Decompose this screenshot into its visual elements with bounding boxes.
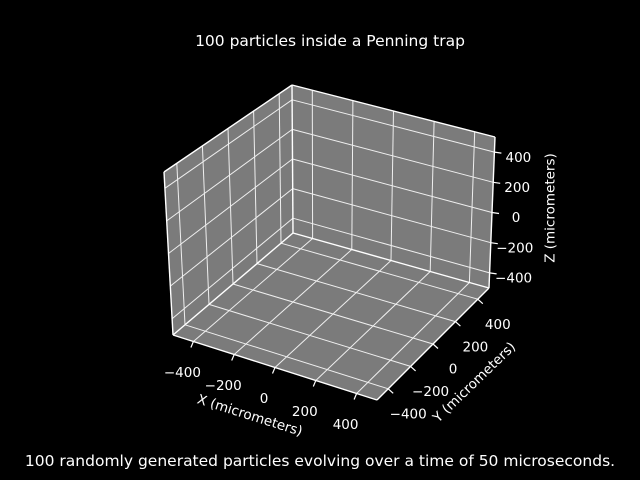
x-tick-mark [353, 393, 358, 400]
right-wall-grid-line-z [292, 217, 490, 274]
x-tick-label: −200 [205, 378, 242, 394]
x-axis-label: X (micrometers) [195, 392, 304, 440]
z-tick-label: 0 [512, 210, 521, 226]
right-wall-grid-line-z [292, 128, 494, 183]
box-edge [292, 232, 490, 289]
z-tick-label: −200 [496, 240, 533, 256]
left-wall-grid-line-z [166, 128, 293, 222]
floor-grid-line-y [184, 324, 389, 390]
box-edge [291, 84, 496, 138]
x-tick-label: −400 [164, 365, 201, 381]
x-tick-mark [271, 367, 276, 374]
z-tick-mark [493, 181, 501, 184]
box-edge [163, 171, 174, 336]
right-wall-grid-line-z [292, 158, 493, 213]
z-tick-mark [494, 151, 502, 154]
z-tick-mark [490, 242, 498, 245]
y-tick-mark [477, 298, 484, 305]
axes-panes [164, 85, 495, 400]
tick-marks [190, 151, 502, 400]
left-wall-grid-line-z [171, 217, 294, 320]
y-tick-label: 0 [449, 362, 458, 378]
tick-labels: −400−2000200400−400−2000200400−400−20002… [164, 150, 533, 433]
box-edge [291, 84, 294, 234]
y-tick-label: −400 [390, 407, 427, 423]
box-edge [163, 84, 293, 173]
z-tick-label: 400 [506, 150, 532, 166]
z-tick-label: 200 [504, 180, 530, 196]
floor-grid-line-y [232, 283, 434, 345]
z-tick-mark [489, 272, 497, 275]
y-tick-label: −200 [412, 384, 449, 400]
grid-lines [164, 90, 495, 394]
floor-grid-line-y [208, 303, 411, 367]
y-tick-mark [410, 365, 417, 372]
x-tick-label: 400 [333, 417, 359, 433]
floor-grid-line-y [280, 242, 478, 300]
y-tick-label: 400 [485, 317, 511, 333]
y-tick-mark [454, 321, 461, 327]
z-axis-label: Z (micrometers) [543, 153, 559, 263]
left-wall-grid-line-z [169, 188, 294, 287]
x-tick-mark [231, 354, 235, 361]
z-tick-mark [491, 211, 500, 215]
right-wall-grid-line-z [291, 99, 495, 153]
right-wall-grid-line-z [292, 188, 491, 244]
figure-caption: 100 randomly generated particles evolvin… [24, 452, 616, 470]
axes-box-edges [163, 84, 496, 401]
left-wall-grid-line-z [168, 158, 293, 254]
box-edge [172, 232, 294, 336]
z-tick-label: −400 [495, 271, 532, 287]
left-wall-grid-line-z [164, 99, 293, 189]
pane-left-wall [164, 85, 293, 335]
y-tick-label: 200 [463, 339, 489, 355]
y-tick-mark [432, 343, 439, 349]
x-tick-mark [190, 341, 194, 348]
x-tick-label: 200 [292, 404, 318, 420]
x-tick-mark [312, 380, 317, 387]
x-tick-label: 0 [260, 391, 269, 407]
floor-grid-line-y [256, 263, 456, 323]
y-tick-mark [387, 388, 394, 394]
chart-title: 100 particles inside a Penning trap [195, 32, 465, 50]
